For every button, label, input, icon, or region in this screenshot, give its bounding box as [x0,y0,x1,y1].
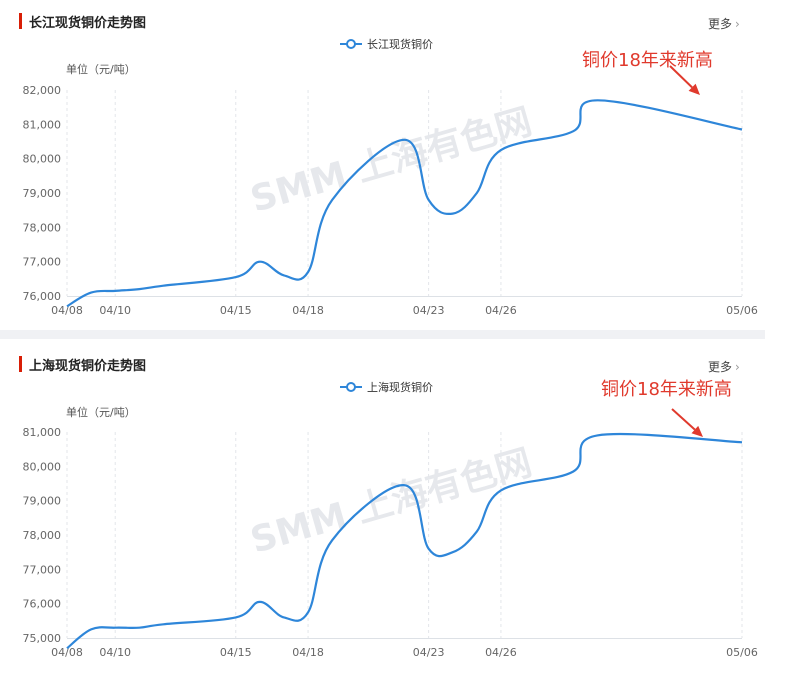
title-accent-bar [19,13,22,29]
data-point [499,148,503,152]
data-point [595,98,599,102]
data-point [451,550,455,554]
annotation-arrow-shaft [669,65,693,89]
y-tick-label: 80,000 [23,460,62,473]
data-point [234,275,238,279]
chart-title-group: 长江现货铜价走势图 [19,12,147,31]
data-point [282,273,286,277]
shanghai-chart-panel: 上海现货铜价走势图 更多 › 上海现货铜价 单位（元/吨） 铜价18年来新高 SM… [0,343,793,675]
more-label: 更多 [708,17,733,31]
x-tick-label: 05/06 [726,304,758,317]
series-line [66,99,743,308]
section-divider [0,330,765,339]
data-point [161,284,165,288]
series-line [66,432,743,650]
line-chart: SMM 上海有色网 04/08 04/10 04/15 04/18 04/23 04/26 0… [23,65,758,317]
data-point [137,287,141,291]
x-tick-label: 04/26 [485,304,517,317]
watermark-text: SMM 上海有色网 [246,442,536,561]
more-link[interactable]: 更多 › [708,15,740,32]
data-point [137,626,141,630]
y-tick-label: 75,000 [23,632,62,645]
data-point [740,127,744,131]
data-point [258,260,262,264]
data-point [451,212,455,216]
y-tick-label: 76,000 [23,598,62,611]
data-point [113,289,117,293]
y-tick-label: 82,000 [23,84,62,97]
x-tick-label: 04/23 [413,646,445,659]
chart-title: 长江现货铜价走势图 [29,15,147,31]
y-tick-label: 77,000 [23,563,62,576]
line-chart: SMM 上海有色网 04/08 04/10 04/15 04/18 04/23 04/26 0… [23,408,758,659]
chevron-right-icon: › [735,17,740,31]
y-tick-label: 77,000 [23,256,62,269]
data-point [306,270,310,274]
watermark-text: SMM 上海有色网 [246,101,536,220]
y-tick-label: 81,000 [23,426,62,439]
x-tick-label: 05/06 [726,646,758,659]
more-link[interactable]: 更多 › [708,358,740,375]
x-tick-label: 04/10 [99,304,131,317]
data-point [258,600,262,604]
chart-title: 上海现货铜价走势图 [29,358,147,374]
data-point [89,291,93,295]
data-point [427,547,431,551]
y-tick-label: 78,000 [23,221,62,234]
legend-item[interactable]: 长江现货铜价 [340,36,433,52]
data-point [499,488,503,492]
data-point [113,626,117,630]
data-point [330,538,334,542]
chevron-right-icon: › [735,360,740,374]
annotation-text: 铜价18年来新高 [582,50,713,71]
y-tick-label: 80,000 [23,153,62,166]
x-tick-label: 04/15 [220,646,252,659]
arrow-down-right-icon [688,83,700,95]
circle-line-marker-icon [340,382,362,392]
data-point [403,483,407,487]
x-tick-label: 04/15 [220,304,252,317]
data-point [234,615,238,619]
data-point [571,469,575,473]
data-point [740,440,744,444]
data-point [571,129,575,133]
y-tick-label: 76,000 [23,290,62,303]
data-point [65,646,69,650]
annotation-arrow-shaft [671,408,696,431]
x-tick-label: 04/26 [485,646,517,659]
y-tick-label: 79,000 [23,187,62,200]
x-tick-label: 04/08 [51,646,83,659]
data-point [475,530,479,534]
data-point [89,627,93,631]
y-tick-label: 78,000 [23,529,62,542]
circle-line-marker-icon [340,39,362,49]
changjiang-chart-panel: 长江现货铜价走势图 更多 › 长江现货铜价 单位（元/吨） 铜价18年来新高 SM… [0,0,793,322]
legend-label: 上海现货铜价 [367,381,433,394]
y-axis-unit-label: 单位（元/吨） [66,406,136,419]
legend-item[interactable]: 上海现货铜价 [340,379,433,395]
data-point [595,433,599,437]
data-point [427,198,431,202]
annotation-text: 铜价18年来新高 [601,379,732,400]
y-tick-label: 79,000 [23,495,62,508]
chart-title-group: 上海现货铜价走势图 [19,355,147,374]
x-tick-label: 04/23 [413,304,445,317]
data-point [65,304,69,308]
data-point [330,198,334,202]
title-accent-bar [19,356,22,372]
data-point [475,191,479,195]
x-tick-label: 04/10 [99,646,131,659]
y-axis-unit-label: 单位（元/吨） [66,63,136,76]
x-tick-label: 04/18 [292,304,324,317]
data-point [161,622,165,626]
data-point [282,615,286,619]
x-tick-label: 04/18 [292,646,324,659]
legend-label: 长江现货铜价 [367,38,433,51]
x-tick-label: 04/08 [51,304,83,317]
y-tick-label: 81,000 [23,118,62,131]
more-label: 更多 [708,360,733,374]
data-point [306,610,310,614]
data-point [403,138,407,142]
